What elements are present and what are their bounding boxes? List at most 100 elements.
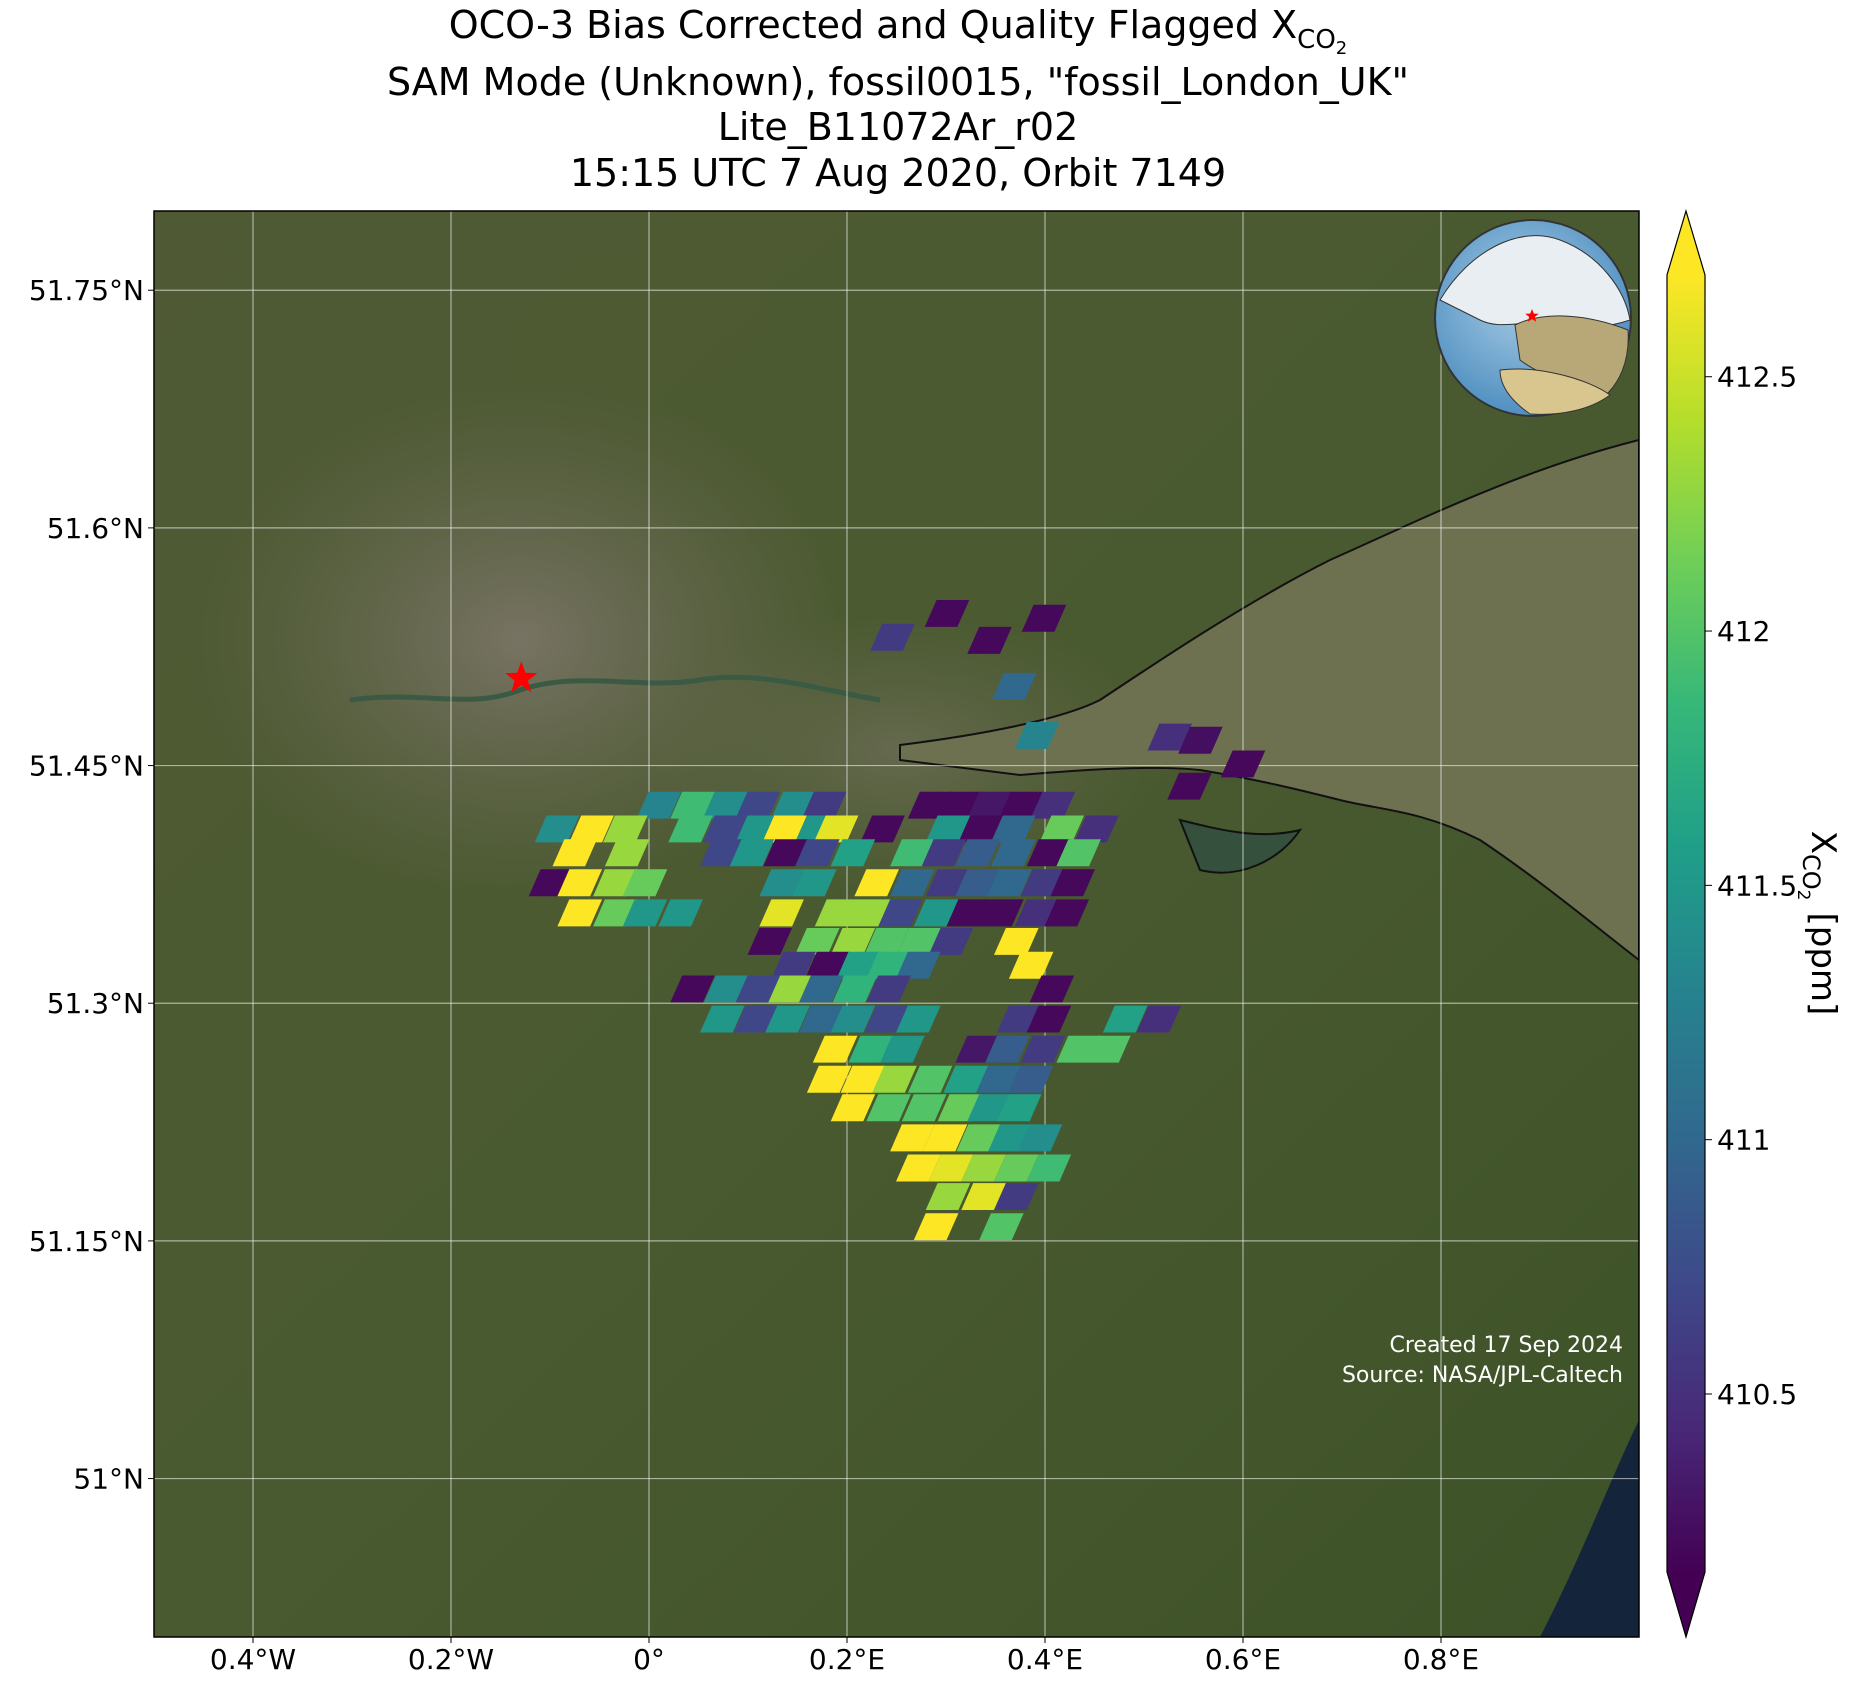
footprint <box>603 815 648 843</box>
y-tick-label: 51.75°N <box>29 274 144 307</box>
footprint <box>1008 1065 1054 1093</box>
footprint <box>872 1065 917 1093</box>
x-tick-label: 0.8°E <box>1403 1643 1479 1676</box>
footprint <box>840 1065 886 1093</box>
colorbar-tick-label: 411.5 <box>1717 869 1797 902</box>
footprint <box>1074 815 1119 843</box>
globe-star <box>1525 309 1539 322</box>
footprint <box>557 899 602 927</box>
footprint <box>860 815 905 843</box>
footprint <box>994 1183 1039 1210</box>
title-line: OCO-3 Bias Corrected and Quality Flagged… <box>449 3 1348 59</box>
footprint <box>814 899 860 927</box>
map-frame <box>153 210 1640 1638</box>
footprint <box>907 1065 953 1093</box>
colorbar-label-unit: [ppm] <box>1803 912 1843 1015</box>
footprint <box>768 975 813 1003</box>
footprint <box>622 899 668 927</box>
footprint <box>1026 1154 1072 1182</box>
footprint <box>994 928 1039 955</box>
footprint <box>846 899 892 927</box>
footprint <box>866 1094 911 1122</box>
colorbar-extend-max <box>1667 211 1705 275</box>
target-star <box>505 661 538 693</box>
footprint <box>569 815 614 843</box>
footprint <box>747 928 793 955</box>
title: OCO-3 Bias Corrected and Quality Flagged… <box>387 3 1409 195</box>
colorbar-extend-min <box>1667 1572 1705 1637</box>
footprint <box>925 815 971 843</box>
footprint <box>958 815 1003 843</box>
footprint <box>946 899 991 927</box>
footprint <box>901 1094 947 1122</box>
footprint <box>763 839 808 867</box>
footprint <box>864 928 909 955</box>
footprint <box>928 1154 974 1182</box>
colorbar-tick-label: 412 <box>1717 615 1770 648</box>
colorbar-label-subsubscript: 2 <box>1793 890 1813 901</box>
footprint <box>804 951 850 979</box>
river-thames <box>349 674 881 703</box>
footprint <box>961 1154 1006 1182</box>
medway <box>1178 818 1303 874</box>
footprint <box>987 869 1032 897</box>
footprint <box>991 839 1036 867</box>
footprint <box>622 869 668 897</box>
y-tick-label: 51.45°N <box>29 750 144 783</box>
footprint <box>1021 604 1067 632</box>
x-tick-label: 0.4°E <box>1007 1643 1083 1676</box>
footprint <box>771 791 816 819</box>
colorbar: 410.5 411 411.5 412 412.5 XCO2 [ppm] <box>1666 208 1843 1640</box>
x-tick-label: 0° <box>633 1643 665 1676</box>
subtitle: 15:15 UTC 7 Aug 2020, Orbit 7149 <box>570 151 1226 195</box>
footprint <box>896 1005 941 1033</box>
footprint <box>813 815 859 843</box>
footprint <box>890 839 935 867</box>
footprint <box>557 869 602 897</box>
footprint <box>985 1035 1030 1063</box>
footprint <box>1086 1035 1131 1063</box>
footprint <box>534 815 580 843</box>
title-subsubscript: 2 <box>1336 38 1347 59</box>
footprint <box>896 1154 941 1182</box>
footprint <box>943 1065 989 1093</box>
footprint <box>1178 726 1223 754</box>
footprint <box>812 1035 858 1063</box>
y-tick-label: 51°N <box>73 1463 144 1496</box>
footprints <box>528 600 1266 1241</box>
footprint <box>1147 723 1192 751</box>
footprint <box>967 791 1012 819</box>
footprint <box>1220 750 1266 778</box>
footprint <box>670 791 715 819</box>
footprint <box>991 815 1036 843</box>
colorbar-tick-label: 412.5 <box>1717 361 1797 394</box>
overlays <box>505 661 538 693</box>
sea <box>1540 1420 1639 1637</box>
footprint <box>976 1065 1021 1093</box>
footprint <box>925 1183 971 1210</box>
footprint <box>848 1035 893 1063</box>
footprint <box>1167 772 1212 800</box>
footprint <box>878 899 923 927</box>
footprint <box>552 839 597 867</box>
footprint <box>921 839 967 867</box>
footprint <box>1014 722 1060 749</box>
footprint <box>733 1005 779 1033</box>
colorbar-label-text: X <box>1803 831 1843 854</box>
footprint <box>1039 815 1085 843</box>
footprint <box>864 1005 909 1033</box>
footprint <box>924 600 970 627</box>
footprint <box>1056 839 1101 867</box>
footprint <box>759 899 804 927</box>
footprint <box>979 899 1024 927</box>
y-tick-label: 51.15°N <box>29 1225 144 1258</box>
x-tick-label: 0.4°W <box>210 1643 296 1676</box>
footprint <box>955 839 1000 867</box>
footprint <box>896 951 941 979</box>
footprint <box>795 928 840 955</box>
footprint <box>802 791 847 819</box>
footprint <box>1029 975 1075 1003</box>
y-tick-label: 51.6°N <box>47 512 144 545</box>
colorbar-tick-label: 410.5 <box>1717 1378 1797 1411</box>
